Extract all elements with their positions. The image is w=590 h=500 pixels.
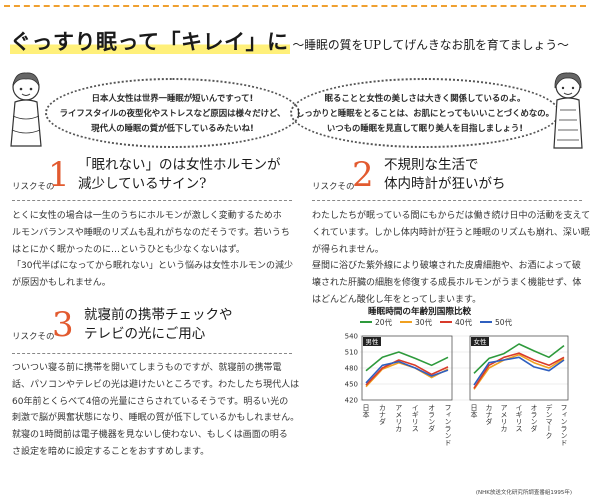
series-line (473, 352, 565, 389)
woman-illustration-left (5, 70, 47, 150)
x-category-label: オランダ (428, 404, 436, 432)
chart-title: 睡眠時間の年齢別国際比較 (368, 307, 472, 317)
x-category-label: アメリカ (395, 404, 403, 432)
series-line (473, 343, 565, 374)
risk-label: リスクその (12, 182, 55, 192)
panel-label-bg (363, 337, 381, 346)
body-line: さ設定を暗めに設定することをおすすめします。 (12, 446, 210, 457)
intro-right-line: いつもの睡眠を見直して眠り美人を目指しましょう! (326, 122, 524, 133)
body-line: わたしたちが眠っている間にもからだは働き続け日中の活動を支えて (312, 211, 590, 221)
risk-2-divider (312, 200, 582, 201)
intro-left-line: ライフスタイルの夜型化やストレスなど原因は様々だけど、 (59, 107, 286, 118)
body-line: 話、パソコンやテレビの光は避けたいところです。わたしたち現代人は (12, 379, 300, 390)
x-category-label: オランダ (530, 404, 538, 432)
risk-title-line: 「眠れない」のは女性ホルモンが (78, 157, 281, 173)
panel-label: 男性 (366, 337, 380, 346)
chart-source: (NHK放送文化研究所調査番組1995年) (476, 488, 572, 496)
y-tick-label: 480 (345, 365, 358, 373)
panel-label: 女性 (474, 337, 488, 346)
body-line: ルモンバランスや睡眠のリズムも乱れがちなのだそうです。若いうち (12, 227, 290, 238)
page-subtitle: 〜睡眠の質をUPしてげんきなお肌を育てましょう〜 (292, 38, 569, 52)
risk-number: 2 (352, 155, 374, 195)
y-tick-label: 420 (345, 397, 358, 405)
risk-title-line: 減少しているサイン? (78, 176, 207, 192)
risk-title-line: 体内時計が狂いがち (384, 176, 506, 192)
intro-left-line: 日本人女性は世界一睡眠が短いんですって! (91, 92, 254, 103)
legend-label: 40代 (455, 317, 473, 327)
intro-right-line: 眠ることと女性の美しさは大きく関係しているのよ。 (324, 92, 526, 103)
risk-title-line: 不規則な生活で (384, 157, 479, 173)
body-line: はどんどん酸化し年をとってしまいます。 (312, 294, 482, 305)
body-line: くれています。しかし体内時計が狂うと睡眠のリズムも崩れ、深い眠り (312, 227, 590, 238)
body-line: 壊された肝臓の細胞を修復する成長ホルモンがうまく機能せず、体 (312, 278, 582, 289)
risk-2-header: リスクその 2 不規則な生活で 体内時計が狂いがち (312, 150, 582, 204)
series-line (473, 353, 565, 390)
top-dashed-border (4, 5, 586, 7)
page-title: ぐっすり眠って「キレイ」に (10, 29, 291, 54)
body-line: 刺激で脳が興奮状態になり、睡眠の質が低下しているかもしれません。 (12, 413, 300, 424)
risk-2-title: 不規則な生活で 体内時計が狂いがち (384, 156, 506, 194)
y-tick-label: 540 (345, 333, 358, 341)
x-category-label: フィンランド (560, 404, 568, 446)
intro-right-line: しっかりと睡眠をとることは、お肌にとってもいいことづくめなの。 (295, 107, 555, 118)
risk-3-body: ついつい寝る前に携帯を開いてしまうものですが、就寝前の携帯電 話、パソコンやテレ… (12, 360, 299, 461)
body-line: とくに女性の場合は一生のうちにホルモンが激しく変動するためホ (12, 211, 282, 221)
body-line: 60年前とくらべて4倍の光量にさらされているそうです。明るい光の (12, 396, 289, 407)
x-category-label: フィンランド (444, 404, 452, 446)
woman-illustration-right (548, 70, 588, 152)
y-tick-label: 510 (345, 349, 358, 357)
risk-3-title: 就寝前の携帯チェックや テレビの光にご用心 (84, 306, 233, 344)
risk-1-body: とくに女性の場合は一生のうちにホルモンが激しく変動するためホ ルモンバランスや睡… (12, 208, 293, 292)
intro-left-line: 現代人の睡眠の質が低下しているみたいね! (91, 122, 254, 133)
x-category-label: デンマーク (545, 403, 553, 439)
body-line: が原因かもしれません。 (12, 278, 111, 289)
body-line: 昼間に浴びた紫外線により破壊された皮膚細胞や、お酒によって破 (312, 261, 581, 272)
risk-title-line: テレビの光にご用心 (84, 326, 206, 342)
intro-speech-bubble-left: 日本人女性は世界一睡眠が短いんですって! ライフスタイルの夜型化やストレスなど原… (45, 78, 300, 148)
risk-title-line: 就寝前の携帯チェックや (84, 307, 233, 323)
legend-label: 20代 (375, 317, 393, 327)
legend-label: 50代 (495, 317, 513, 327)
x-category-label: 日本 (470, 404, 478, 419)
body-line: 就寝の1時間前は電子機器を見ないし使わない、もしくは画面の明る (12, 430, 288, 441)
x-category-label: イギリス (515, 404, 523, 432)
panel-label-bg (471, 337, 489, 346)
risk-3-divider (12, 353, 292, 354)
risk-1-divider (12, 200, 292, 201)
series-line (365, 359, 449, 386)
risk-number: 1 (48, 155, 70, 195)
panel-frame (469, 335, 569, 401)
legend-label: 30代 (415, 317, 433, 327)
risk-2-body: わたしたちが眠っている間にもからだは働き続け日中の活動を支えて くれています。し… (312, 208, 590, 309)
x-category-label: 日本 (362, 404, 370, 419)
risk-number: 3 (52, 305, 74, 345)
panel-frame (361, 335, 453, 401)
y-tick-label: 450 (345, 381, 358, 389)
body-line: ついつい寝る前に携帯を開いてしまうものですが、就寝前の携帯電 (12, 363, 282, 373)
x-category-label: カナダ (485, 404, 493, 425)
x-category-label: アメリカ (500, 404, 508, 432)
risk-1-header: リスクその 1 「眠れない」のは女性ホルモンが 減少しているサイン? (12, 150, 302, 204)
risk-1-title: 「眠れない」のは女性ホルモンが 減少しているサイン? (78, 156, 281, 194)
risk-3-header: リスクその 3 就寝前の携帯チェックや テレビの光にご用心 (12, 300, 302, 354)
body-line: が得られません。 (312, 244, 384, 255)
risk-label: リスクその (312, 182, 355, 192)
body-line: はとにかく眠かったのに…というひとも少なくないはず。 (12, 244, 245, 255)
risk-label: リスクその (12, 332, 55, 342)
page-title-row: ぐっすり眠って「キレイ」に 〜睡眠の質をUPしてげんきなお肌を育てましょう〜 (10, 26, 590, 62)
x-category-label: カナダ (378, 404, 386, 425)
series-line (365, 360, 449, 384)
series-line (473, 356, 565, 386)
series-line (365, 351, 449, 372)
intro-speech-bubble-right: 眠ることと女性の美しさは大きく関係しているのよ。 しっかりと睡眠をとることは、お… (290, 78, 560, 148)
body-line: 「30代半ばになってから眠れない」という悩みは女性ホルモンの減少 (12, 261, 294, 272)
x-category-label: イギリス (411, 404, 419, 432)
